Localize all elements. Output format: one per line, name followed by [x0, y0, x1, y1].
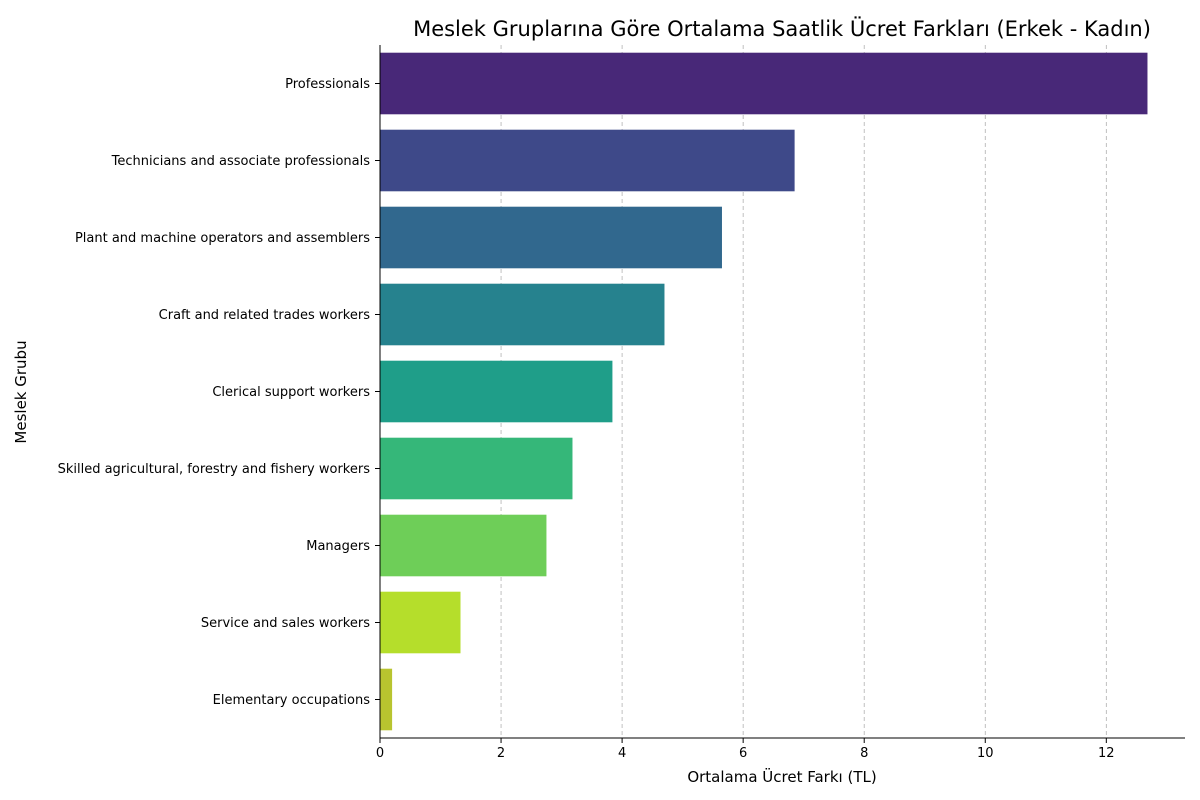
x-tick-label: 12 — [1098, 746, 1115, 761]
y-tick-label: Clerical support workers — [212, 385, 370, 400]
x-tick-label: 0 — [376, 746, 384, 761]
y-axis-label: Meslek Grubu — [12, 340, 30, 443]
x-tick-label: 8 — [860, 746, 868, 761]
bar-0 — [380, 52, 1148, 115]
bar-6 — [380, 514, 547, 577]
chart-title: Meslek Gruplarına Göre Ortalama Saatlik … — [413, 16, 1151, 41]
x-tick-label: 10 — [977, 746, 994, 761]
y-tick-label: Elementary occupations — [213, 693, 371, 708]
x-axis-label: Ortalama Ücret Farkı (TL) — [687, 767, 876, 786]
y-tick-label: Service and sales workers — [201, 616, 370, 631]
bar-5 — [380, 437, 573, 500]
y-tick-label: Plant and machine operators and assemble… — [75, 231, 370, 246]
bar-2 — [380, 206, 722, 269]
y-tick-label: Skilled agricultural, forestry and fishe… — [58, 462, 371, 477]
x-ticks: 0 2 4 6 8 10 12 — [376, 738, 1115, 761]
bars — [380, 52, 1148, 731]
bar-7 — [380, 591, 461, 654]
y-tick-label: Craft and related trades workers — [159, 308, 371, 323]
bar-4 — [380, 360, 613, 423]
x-tick-label: 4 — [618, 746, 626, 761]
y-tick-label: Managers — [306, 539, 370, 554]
y-tick-label: Technicians and associate professionals — [111, 154, 371, 169]
bar-1 — [380, 129, 795, 192]
bar-3 — [380, 283, 665, 346]
x-tick-label: 2 — [497, 746, 505, 761]
x-tick-label: 6 — [739, 746, 747, 761]
bar-8 — [380, 668, 393, 731]
y-tick-label: Professionals — [285, 77, 370, 92]
y-ticks: Professionals Technicians and associate p… — [58, 77, 380, 708]
